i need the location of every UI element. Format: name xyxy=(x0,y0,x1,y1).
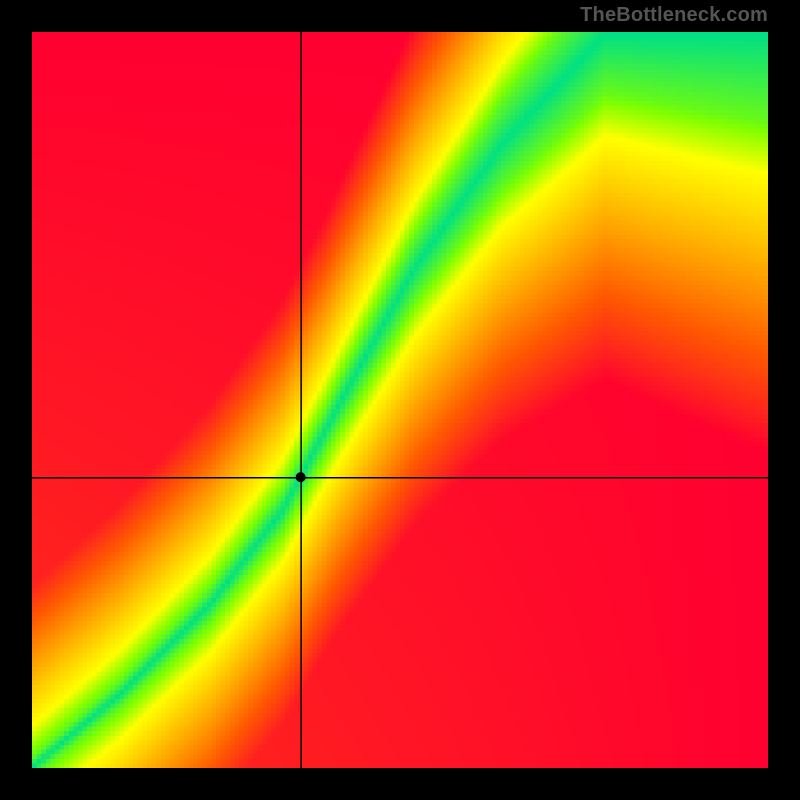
chart-container: TheBottleneck.com xyxy=(0,0,800,800)
watermark-text: TheBottleneck.com xyxy=(580,4,768,27)
overlay-canvas xyxy=(32,32,768,768)
